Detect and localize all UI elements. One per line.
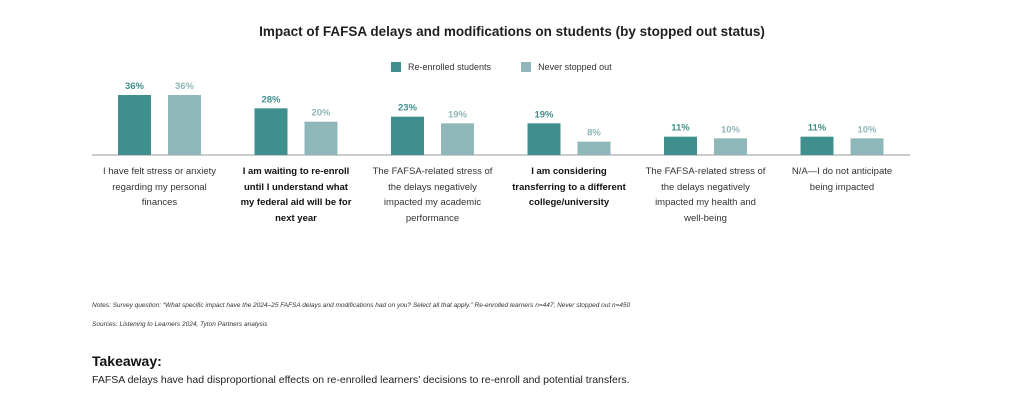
bar-never-stopped-out-5 bbox=[850, 138, 884, 155]
category-label-1: I am waiting to re-enroll until I unders… bbox=[240, 166, 352, 224]
bar-re-enrolled-2 bbox=[391, 116, 424, 155]
data-label-never-stopped-out-5: 10% bbox=[857, 124, 877, 135]
data-label-re-enrolled-1: 28% bbox=[261, 94, 281, 105]
data-label-never-stopped-out-1: 20% bbox=[311, 108, 331, 119]
data-label-re-enrolled-4: 11% bbox=[671, 123, 690, 134]
bar-never-stopped-out-4 bbox=[714, 138, 747, 155]
takeaway-heading: Takeaway: bbox=[92, 353, 162, 369]
category-label-5: N/A—I do not anticipate being impacted bbox=[791, 166, 893, 193]
bar-re-enrolled-0 bbox=[118, 95, 151, 155]
data-label-never-stopped-out-0: 36% bbox=[175, 81, 195, 92]
bar-re-enrolled-1 bbox=[254, 108, 288, 155]
data-label-re-enrolled-0: 36% bbox=[125, 81, 145, 92]
bar-never-stopped-out-0 bbox=[168, 95, 201, 155]
data-label-re-enrolled-3: 19% bbox=[534, 109, 554, 120]
data-label-re-enrolled-2: 23% bbox=[398, 103, 418, 114]
bar-re-enrolled-4 bbox=[664, 136, 697, 155]
bar-never-stopped-out-3 bbox=[577, 141, 611, 155]
bar-never-stopped-out-2 bbox=[441, 123, 474, 155]
chart-sources: Sources: Listening to Learners 2024, Tyt… bbox=[92, 321, 268, 328]
chart-title: Impact of FAFSA delays and modifications… bbox=[259, 24, 765, 39]
legend-item-never-stopped-out: Never stopped out bbox=[521, 62, 612, 72]
bar-re-enrolled-3 bbox=[527, 123, 561, 155]
legend-swatch-re-enrolled bbox=[391, 62, 401, 72]
legend-item-re-enrolled: Re-enrolled students bbox=[391, 62, 491, 72]
bar-re-enrolled-5 bbox=[800, 136, 834, 155]
chart-notes: Notes: Survey question: “What specific i… bbox=[92, 302, 631, 309]
category-label-2: The FAFSA-related stress of the delays n… bbox=[372, 166, 493, 224]
legend-label-never-stopped-out: Never stopped out bbox=[538, 62, 612, 72]
legend-swatch-never-stopped-out bbox=[521, 62, 532, 72]
bar-never-stopped-out-1 bbox=[304, 121, 338, 155]
data-label-never-stopped-out-3: 8% bbox=[587, 128, 601, 139]
category-label-0: I have felt stress or anxiety regarding … bbox=[103, 166, 216, 208]
legend-label-re-enrolled: Re-enrolled students bbox=[408, 62, 492, 72]
category-label-3: I am considering transferring to a diffe… bbox=[512, 166, 626, 208]
data-label-never-stopped-out-2: 19% bbox=[448, 109, 468, 120]
category-label-4: The FAFSA-related stress of the delays n… bbox=[645, 166, 766, 224]
data-label-never-stopped-out-4: 10% bbox=[721, 124, 741, 135]
data-label-re-enrolled-5: 11% bbox=[808, 123, 827, 134]
takeaway-text: FAFSA delays have had disproportional ef… bbox=[92, 374, 630, 386]
chart-legend: Re-enrolled students Never stopped out bbox=[391, 62, 642, 72]
